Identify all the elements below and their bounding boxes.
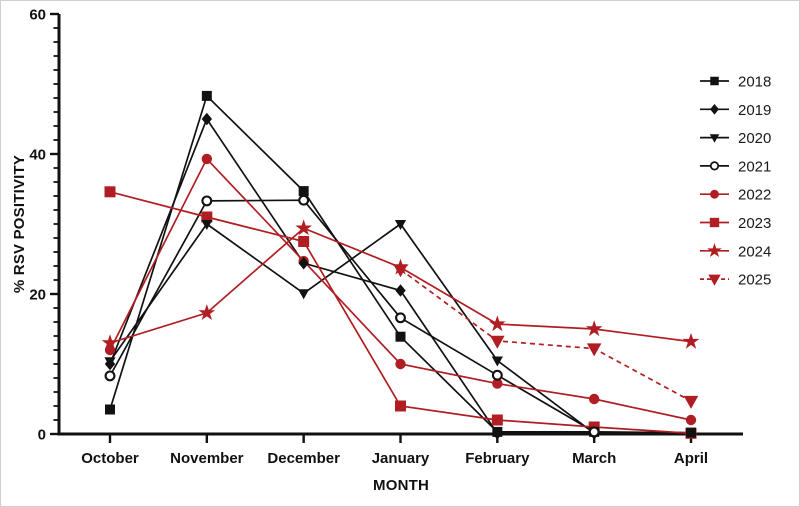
- square-marker-icon: [201, 211, 213, 223]
- legend-item-2025: 2025: [700, 272, 771, 289]
- circle-open-marker-icon: [588, 426, 600, 438]
- triangle-down-marker-icon: [683, 395, 699, 409]
- legend-item-2022: 2022: [700, 187, 771, 204]
- triangle-down-marker-icon: [709, 134, 720, 143]
- circle-open-marker-icon: [709, 161, 720, 171]
- series-markers-2025: [393, 264, 699, 409]
- star-marker-icon: [585, 320, 603, 337]
- x-tick-label: October: [81, 450, 139, 467]
- axes: 0 20 40 60 October November December January Feb…: [29, 7, 743, 467]
- triangle-down-marker-icon: [298, 289, 310, 300]
- square-marker-icon: [395, 331, 406, 342]
- triangle-down-marker-icon: [708, 274, 721, 286]
- star-marker-icon: [488, 315, 506, 332]
- circle-marker-icon: [685, 414, 697, 426]
- circle-open-marker-icon: [201, 195, 213, 207]
- diamond-marker-icon: [298, 256, 309, 270]
- x-tick-label: December: [267, 450, 340, 467]
- legend-year-label: 2021: [738, 158, 771, 175]
- square-marker-icon: [491, 414, 503, 426]
- square-marker-icon: [709, 217, 720, 228]
- legend-year-label: 2023: [738, 215, 771, 232]
- square-marker-icon: [686, 427, 696, 438]
- legend-year-label: 2018: [738, 74, 771, 91]
- circle-open-marker-icon: [491, 369, 503, 381]
- y-tick-label: 20: [29, 287, 46, 304]
- circle-marker-icon: [710, 189, 719, 199]
- y-tick-label: 60: [29, 7, 46, 24]
- legend-item-2020: 2020: [700, 130, 771, 147]
- star-marker-icon: [707, 243, 722, 258]
- series-line-2025: [399, 268, 692, 402]
- triangle-down-marker-icon: [491, 356, 503, 367]
- square-marker-icon: [201, 90, 212, 101]
- triangle-down-marker-icon: [104, 357, 116, 368]
- circle-marker-icon: [395, 358, 406, 370]
- legend-item-2021: 2021: [700, 158, 771, 175]
- y-axis-title: % RSV POSITIVITY: [11, 155, 28, 293]
- square-marker-icon: [105, 404, 115, 415]
- triangle-down-marker-icon: [586, 343, 602, 357]
- star-marker-icon: [101, 334, 119, 351]
- star-marker-icon: [295, 219, 313, 236]
- square-marker-icon: [298, 186, 309, 197]
- series-line-2019: [109, 117, 595, 435]
- diamond-marker-icon: [710, 103, 719, 115]
- circle-marker-icon: [588, 393, 600, 405]
- series-line-2020: [109, 222, 595, 434]
- legend-item-2019: 2019: [700, 102, 771, 119]
- square-marker-icon: [104, 186, 116, 198]
- legend: 2018 2019 2020 2021 2022 2023 2024 2025: [700, 74, 771, 289]
- circle-open-marker-icon: [395, 312, 406, 324]
- square-marker-icon: [298, 236, 310, 247]
- triangle-down-marker-icon: [394, 220, 407, 230]
- diamond-marker-icon: [395, 284, 406, 297]
- circle-marker-icon: [201, 153, 213, 165]
- series-line-2021: [109, 199, 595, 433]
- circle-open-marker-icon: [298, 194, 310, 206]
- legend-year-label: 2019: [738, 102, 771, 119]
- diamond-marker-icon: [201, 112, 213, 126]
- series-markers-2021: [104, 194, 600, 438]
- star-marker-icon: [682, 332, 700, 349]
- square-marker-icon: [395, 400, 406, 412]
- legend-item-2023: 2023: [700, 215, 771, 232]
- triangle-down-marker-icon: [393, 264, 408, 278]
- legend-year-label: 2022: [738, 187, 771, 204]
- legend-year-label: 2020: [738, 130, 771, 147]
- x-tick-label: November: [170, 450, 244, 467]
- legend-item-2018: 2018: [700, 74, 771, 91]
- legend-item-2024: 2024: [700, 243, 771, 260]
- x-tick-label: January: [372, 450, 430, 467]
- circle-marker-icon: [492, 378, 503, 389]
- y-tick-label: 40: [29, 147, 46, 164]
- triangle-down-marker-icon: [490, 335, 505, 349]
- star-marker-icon: [198, 304, 216, 320]
- diamond-marker-icon: [492, 427, 503, 440]
- circle-open-marker-icon: [104, 370, 116, 382]
- triangle-down-marker-icon: [201, 220, 213, 230]
- y-tick-label: 0: [38, 427, 46, 444]
- x-tick-label: February: [465, 450, 530, 467]
- x-axis-title: MONTH: [373, 477, 429, 494]
- x-tick-label: April: [674, 450, 708, 467]
- square-marker-icon: [710, 76, 719, 86]
- series-markers: [101, 90, 700, 440]
- legend-year-label: 2024: [738, 243, 771, 260]
- legend-year-label: 2025: [738, 272, 771, 289]
- x-tick-label: March: [572, 450, 616, 467]
